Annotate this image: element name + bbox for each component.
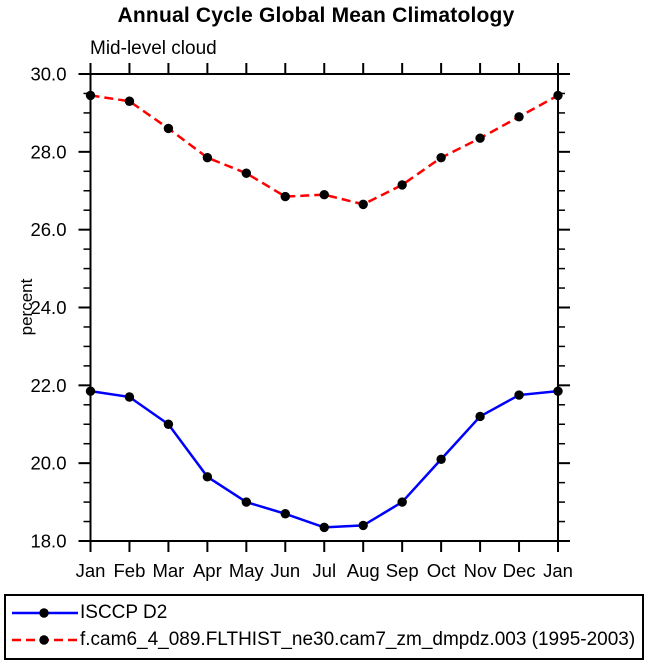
data-point [475,133,485,143]
legend-marker-icon [39,608,49,618]
x-tick-label: Jul [312,560,336,581]
x-axis-tick-labels: Jan Feb Mar Apr May Jun Jul Aug Sep Oct Nov Dec Jan [76,560,573,581]
data-point [202,472,213,482]
y-tick-label: 20.0 [30,453,66,474]
y-tick-label: 28.0 [30,141,66,162]
data-point [280,509,290,519]
x-tick-label: Jan [76,560,106,581]
series-1 [85,90,563,210]
data-point [319,189,329,200]
y-tick-label: 26.0 [30,219,66,240]
x-tick-label: Apr [193,560,222,581]
data-point [163,419,174,429]
data-point [163,123,174,134]
data-point [436,152,446,163]
data-point [124,392,135,402]
y-axis-ticks [78,73,570,542]
data-point [514,112,524,122]
data-point [241,168,252,178]
x-tick-label: Nov [464,560,498,581]
y-tick-label: 18.0 [30,531,66,552]
x-tick-label: Jan [543,560,573,581]
x-tick-label: Oct [427,560,456,581]
data-point [397,497,407,507]
x-tick-label: Sep [386,560,419,581]
data-point [358,199,368,210]
data-point [358,520,368,531]
data-point [475,411,485,422]
series-line-0 [90,389,559,529]
legend-label-isccp: ISCCP D2 [80,602,168,623]
data-point [280,191,290,202]
data-point [241,497,252,507]
data-point [124,96,135,106]
x-tick-label: May [229,560,265,581]
x-tick-label: Dec [503,560,536,581]
legend: ISCCP D2 f.cam6_4_089.FLTHIST_ne30.cam7_… [4,594,644,660]
y-tick-label: 22.0 [30,375,66,396]
y-tick-label: 24.0 [30,297,66,318]
chart-title: Annual Cycle Global Mean Climatology [117,4,515,27]
data-point [436,454,446,464]
x-tick-label: Jun [270,560,300,581]
y-axis-tick-labels: 18.0 20.0 22.0 24.0 26.0 28.0 30.0 [30,64,66,552]
data-point [514,390,524,400]
y-tick-label: 30.0 [30,64,66,85]
series-line-1 [90,94,559,206]
x-tick-label: Feb [114,560,146,581]
x-tick-label: Mar [152,560,184,581]
plot-frame [89,73,559,542]
data-point [397,180,407,190]
data-point [202,152,213,163]
series-0 [85,386,563,533]
data-point [319,522,329,533]
x-axis-ticks [89,63,559,552]
legend-label-model: f.cam6_4_089.FLTHIST_ne30.cam7_zm_dmpdz.… [80,629,636,650]
legend-line-sample-dashed [12,635,78,645]
legend-marker-icon [39,635,49,645]
x-tick-label: Aug [347,560,380,581]
legend-line-sample-solid [12,608,78,618]
chart-subtitle: Mid-level cloud [90,38,217,59]
